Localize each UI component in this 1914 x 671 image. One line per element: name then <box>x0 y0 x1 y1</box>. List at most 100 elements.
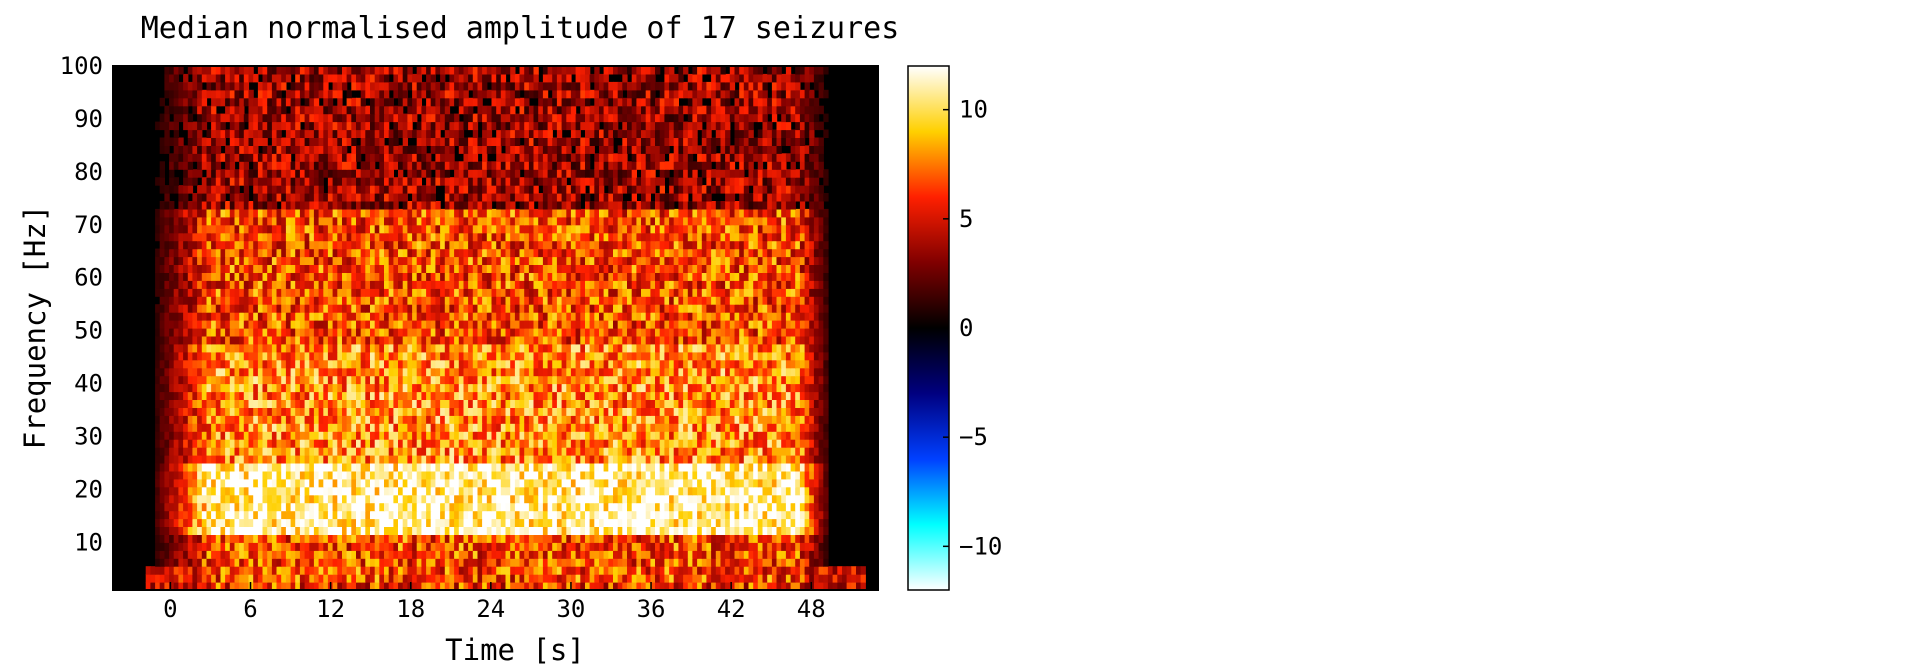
heatmap-cell <box>486 526 493 535</box>
heatmap-cell <box>491 375 497 385</box>
heatmap-cell <box>281 391 287 400</box>
heatmap-cell <box>225 470 231 480</box>
heatmap-cell <box>225 582 231 591</box>
heatmap-cell <box>267 439 273 448</box>
heatmap-cell <box>215 574 222 583</box>
heatmap-cell <box>613 542 619 551</box>
heatmap-cell <box>290 431 296 440</box>
heatmap-cell <box>304 391 310 400</box>
heatmap-cell <box>566 351 572 361</box>
heatmap-cell <box>627 510 633 520</box>
heatmap-cell <box>781 320 787 329</box>
heatmap-cell <box>678 423 684 432</box>
heatmap-cell <box>603 399 609 408</box>
heatmap-cell <box>243 510 250 520</box>
heatmap-cell <box>295 478 301 488</box>
heatmap-cell <box>613 486 619 496</box>
heatmap-cell <box>547 399 553 408</box>
heatmap-cell <box>197 439 203 448</box>
heatmap-cell <box>715 534 722 543</box>
heatmap-cell <box>762 439 768 448</box>
heatmap-cell <box>164 320 170 329</box>
heatmap-cell <box>197 486 203 496</box>
heatmap-cell <box>785 566 792 575</box>
heatmap-cell <box>426 486 432 496</box>
heatmap-cell <box>257 383 264 393</box>
heatmap-cell <box>454 320 460 329</box>
heatmap-cell <box>533 534 539 543</box>
heatmap-cell <box>757 431 764 440</box>
heatmap-cell <box>575 367 581 377</box>
heatmap-cell <box>281 383 287 393</box>
heatmap-cell <box>426 463 432 472</box>
heatmap-cell <box>449 320 455 329</box>
heatmap-cell <box>762 335 768 345</box>
heatmap-cell <box>197 407 203 416</box>
heatmap-cell <box>851 582 857 591</box>
heatmap-cell <box>435 574 441 583</box>
heatmap-cell <box>613 415 619 424</box>
heatmap-cell <box>762 526 768 535</box>
heatmap-cell <box>192 351 198 361</box>
heatmap-cell <box>239 478 245 488</box>
heatmap-cell <box>683 367 689 377</box>
heatmap-cell <box>669 463 675 472</box>
heatmap-cell <box>220 391 226 400</box>
heatmap-cell <box>332 510 338 520</box>
heatmap-cell <box>613 566 619 575</box>
heatmap-cell <box>505 431 511 440</box>
heatmap-cell <box>178 542 184 551</box>
heatmap-cell <box>510 431 516 440</box>
heatmap-cell <box>799 391 806 400</box>
heatmap-cell <box>683 470 689 480</box>
heatmap-cell <box>566 407 572 416</box>
heatmap-cell <box>356 399 362 408</box>
heatmap-cell <box>239 375 245 385</box>
heatmap-cell <box>398 439 404 448</box>
heatmap-cell <box>613 455 619 464</box>
heatmap-cell <box>271 518 278 527</box>
heatmap-cell <box>267 582 273 591</box>
heatmap-cell <box>627 423 633 432</box>
heatmap-cell <box>715 558 722 567</box>
heatmap-cell <box>655 383 661 393</box>
heatmap-cell <box>276 486 282 496</box>
heatmap-cell <box>771 359 778 369</box>
heatmap-cell <box>767 566 773 575</box>
heatmap-cell <box>421 431 427 440</box>
heatmap-cell <box>285 574 292 583</box>
heatmap-cell <box>440 423 446 432</box>
heatmap-cell <box>248 510 254 520</box>
heatmap-cell <box>608 328 614 337</box>
heatmap-cell <box>234 502 240 512</box>
heatmap-cell <box>510 566 516 575</box>
heatmap-cell <box>215 542 222 551</box>
heatmap-cell <box>435 463 441 472</box>
heatmap-cell <box>346 558 352 567</box>
heatmap-cell <box>669 455 675 464</box>
heatmap-cell <box>795 550 801 559</box>
heatmap-cell <box>440 391 446 400</box>
heatmap-cell <box>552 367 558 377</box>
heatmap-cell <box>762 502 768 512</box>
heatmap-cell <box>365 486 371 496</box>
heatmap-cell <box>673 534 679 543</box>
heatmap-cell <box>757 415 764 424</box>
heatmap-cell <box>720 550 726 559</box>
heatmap-cell <box>650 566 656 575</box>
heatmap-cell <box>491 415 497 424</box>
heatmap-cell <box>454 375 460 385</box>
heatmap-cell <box>566 534 572 543</box>
heatmap-cell <box>566 415 572 424</box>
heatmap-cell <box>622 526 628 535</box>
heatmap-cell <box>757 534 764 543</box>
heatmap-cell <box>313 502 320 512</box>
heatmap-cell <box>271 494 278 504</box>
heatmap-cell <box>454 431 460 440</box>
heatmap-cell <box>711 391 717 400</box>
heatmap-cell <box>650 447 656 456</box>
heatmap-cell <box>743 391 750 400</box>
heatmap-cell <box>398 566 404 575</box>
heatmap-cell <box>790 558 796 567</box>
heatmap-cell <box>463 455 469 464</box>
